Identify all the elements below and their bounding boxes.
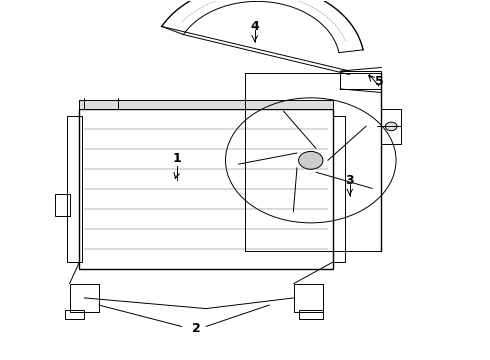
Bar <box>70 284 99 312</box>
Text: 3: 3 <box>345 174 354 186</box>
Text: 1: 1 <box>172 152 181 165</box>
Bar <box>67 116 82 262</box>
Bar <box>294 284 323 312</box>
Bar <box>340 71 381 89</box>
Circle shape <box>385 122 397 131</box>
Bar <box>79 100 333 109</box>
Text: 2: 2 <box>192 322 200 335</box>
Bar <box>381 109 401 144</box>
Bar <box>65 310 84 319</box>
Bar <box>333 116 345 262</box>
Bar <box>298 310 323 319</box>
Text: 4: 4 <box>250 20 259 33</box>
Bar <box>55 194 70 216</box>
Text: 5: 5 <box>375 75 383 88</box>
Bar <box>79 109 333 269</box>
Circle shape <box>298 152 323 169</box>
